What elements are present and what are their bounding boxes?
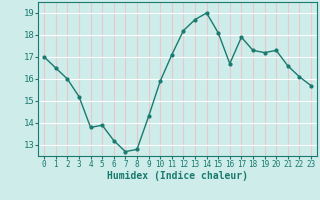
- X-axis label: Humidex (Indice chaleur): Humidex (Indice chaleur): [107, 171, 248, 181]
